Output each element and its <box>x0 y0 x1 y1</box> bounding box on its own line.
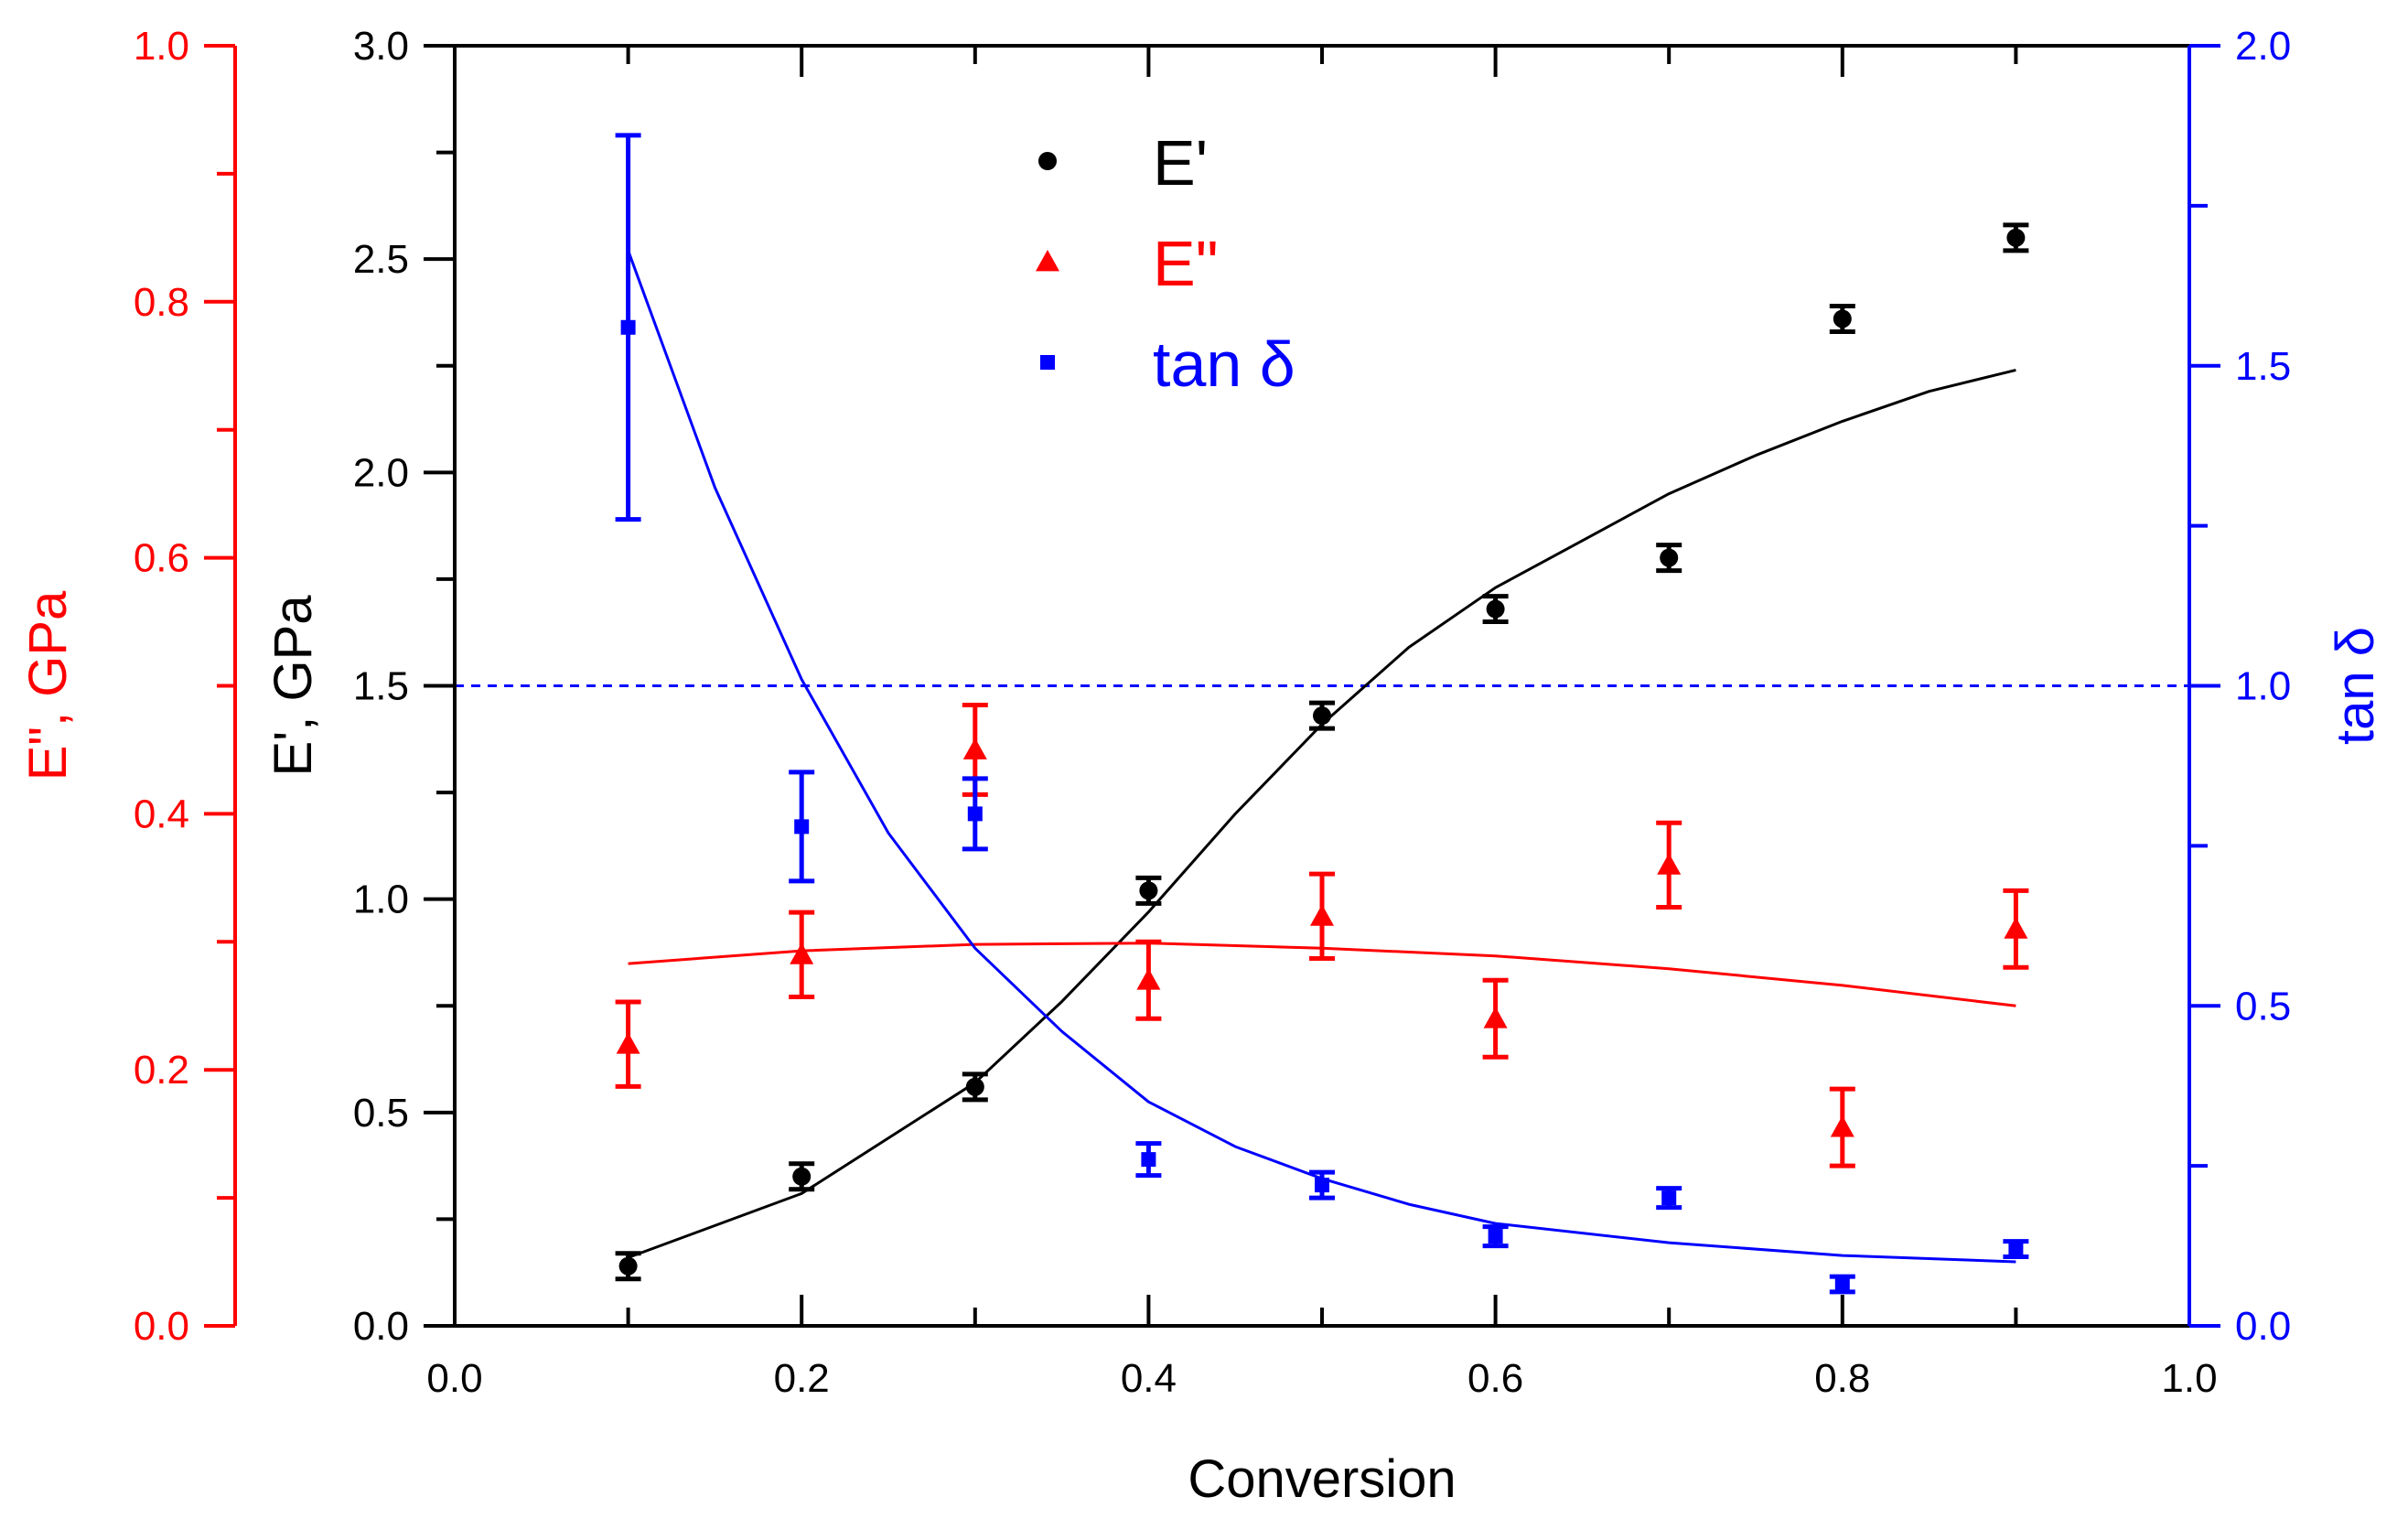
e-double-prime-tick-label: 0.2 <box>134 1048 189 1093</box>
tan-delta-fit-curve <box>627 250 2016 1264</box>
legend-marker-e-prime <box>1038 152 1057 170</box>
axes-layer: 0.0 0.2 0.4 0.6 0.8 1.0 Conversion 0.0 0.5 1.0 1.5… <box>18 24 2385 1509</box>
e-double-prime-point <box>1657 853 1682 875</box>
e-double-prime-point <box>1136 968 1161 990</box>
x-tick-label: 1.0 <box>2161 1356 2217 1401</box>
tan-delta-tick-label: 1.0 <box>2235 664 2291 709</box>
tan-delta-point <box>1315 1178 1329 1193</box>
e-prime-series <box>615 222 2029 1282</box>
x-tick-label: 0.6 <box>1467 1356 1523 1401</box>
e-prime-tick-label: 1.0 <box>353 878 409 922</box>
e-prime-tick-label: 0.0 <box>353 1304 409 1349</box>
e-double-prime-point <box>962 738 987 759</box>
tan-delta-point <box>794 819 810 834</box>
legend-label-e-prime: E' <box>1153 127 1208 199</box>
e-double-prime-point <box>2004 917 2028 939</box>
e-double-prime-tick-label: 1.0 <box>134 24 189 69</box>
x-axis-title: Conversion <box>1188 1449 1456 1509</box>
e-prime-tick-label: 3.0 <box>353 24 409 69</box>
e-prime-point <box>618 1256 638 1276</box>
tan-delta-tick-label: 2.0 <box>2235 24 2291 69</box>
e-prime-point <box>1139 881 1158 900</box>
tan-delta-point <box>2008 1242 2024 1257</box>
tan-delta-point <box>1661 1190 1677 1206</box>
e-prime-point <box>1486 599 1505 619</box>
tan-delta-point <box>1834 1276 1850 1292</box>
legend-label-e-double-prime: E" <box>1153 228 1219 299</box>
e-double-prime-point <box>1310 904 1334 926</box>
e-double-prime-point <box>1830 1115 1854 1137</box>
legend-marker-tan-delta <box>1040 355 1055 370</box>
tan-delta-tick-label: 0.0 <box>2235 1304 2291 1349</box>
tan-delta-point <box>620 319 636 335</box>
tan-delta-tick-label: 1.5 <box>2235 344 2291 389</box>
e-prime-tick-label: 2.0 <box>353 450 409 495</box>
tan-delta-axis-title: tan δ <box>2326 627 2385 745</box>
x-tick-label: 0.8 <box>1814 1356 1870 1401</box>
e-prime-point <box>792 1167 812 1186</box>
e-double-prime-tick-label: 0.0 <box>134 1304 189 1349</box>
e-prime-point <box>1833 309 1852 328</box>
legend-marker-e-double-prime <box>1036 250 1059 272</box>
e-double-prime-tick-label: 0.4 <box>134 791 189 836</box>
e-double-prime-point <box>1483 1007 1508 1028</box>
e-prime-point <box>1660 548 1679 567</box>
series-layer <box>615 133 2029 1295</box>
x-tick-label: 0.2 <box>774 1356 830 1401</box>
e-prime-point <box>965 1077 984 1096</box>
tan-delta-tick-label: 0.5 <box>2235 984 2291 1028</box>
e-prime-tick-label: 0.5 <box>353 1091 409 1136</box>
x-tick-label: 0.4 <box>1121 1356 1177 1401</box>
e-double-prime-point <box>790 942 814 964</box>
e-double-prime-series <box>615 702 2029 1168</box>
e-prime-point <box>1313 706 1331 726</box>
tan-delta-point <box>1141 1152 1156 1168</box>
e-double-prime-tick-label: 0.8 <box>134 280 189 325</box>
e-prime-fit-curve <box>628 368 2016 1259</box>
e-prime-tick-label: 1.5 <box>353 664 409 709</box>
e-prime-point <box>2006 228 2026 247</box>
e-prime-tick-label: 2.5 <box>353 237 409 282</box>
e-double-prime-point <box>616 1032 640 1054</box>
tan-delta-point <box>967 806 983 822</box>
tan-delta-point <box>1488 1229 1503 1244</box>
legend: E' E" tan δ <box>1036 127 1295 400</box>
legend-label-tan-delta: tan δ <box>1153 328 1295 400</box>
e-double-prime-axis-title: E", GPa <box>18 590 78 781</box>
e-prime-axis-title: E', GPa <box>263 595 323 777</box>
x-tick-label: 0.0 <box>426 1356 482 1401</box>
e-double-prime-tick-label: 0.6 <box>134 536 189 581</box>
tan-delta-series <box>615 133 2029 1295</box>
